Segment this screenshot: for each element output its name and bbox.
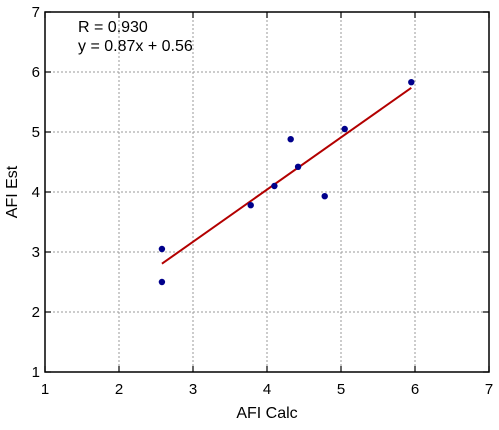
x-tick-label: 1 xyxy=(41,381,49,398)
data-point xyxy=(341,125,348,133)
y-tick-label: 4 xyxy=(32,184,40,201)
y-tick-label: 5 xyxy=(32,124,40,141)
data-points xyxy=(158,79,415,286)
y-tick-label: 3 xyxy=(32,244,40,261)
correlation-annotation: R = 0.930 xyxy=(78,19,148,36)
axis-ticks xyxy=(44,11,490,373)
x-tick-label: 2 xyxy=(115,381,123,398)
equation-annotation: y = 0.87x + 0.56 xyxy=(78,38,193,55)
x-tick-labels: 1 2 3 4 5 6 7 xyxy=(41,381,493,398)
data-point xyxy=(408,79,415,86)
x-axis-label: AFI Calc xyxy=(236,405,297,422)
x-tick-label: 5 xyxy=(337,381,345,398)
y-tick-label: 1 xyxy=(32,364,40,381)
fit-line xyxy=(161,86,412,265)
x-tick-label: 6 xyxy=(411,381,419,398)
data-point xyxy=(158,278,166,286)
data-point xyxy=(321,193,328,200)
x-tick-label: 4 xyxy=(263,381,271,398)
y-tick-labels: 1 2 3 4 5 6 7 xyxy=(32,4,40,381)
x-tick-label: 3 xyxy=(189,381,197,398)
y-tick-label: 6 xyxy=(32,64,40,81)
data-point xyxy=(294,163,302,170)
data-point xyxy=(247,202,254,209)
data-point xyxy=(158,245,166,253)
data-point xyxy=(287,136,294,143)
grid xyxy=(45,12,489,372)
y-tick-label: 2 xyxy=(32,304,40,321)
data-point xyxy=(271,182,278,190)
x-tick-label: 7 xyxy=(485,381,493,398)
y-axis-label: AFI Est xyxy=(4,165,21,218)
y-tick-label: 7 xyxy=(32,4,40,21)
